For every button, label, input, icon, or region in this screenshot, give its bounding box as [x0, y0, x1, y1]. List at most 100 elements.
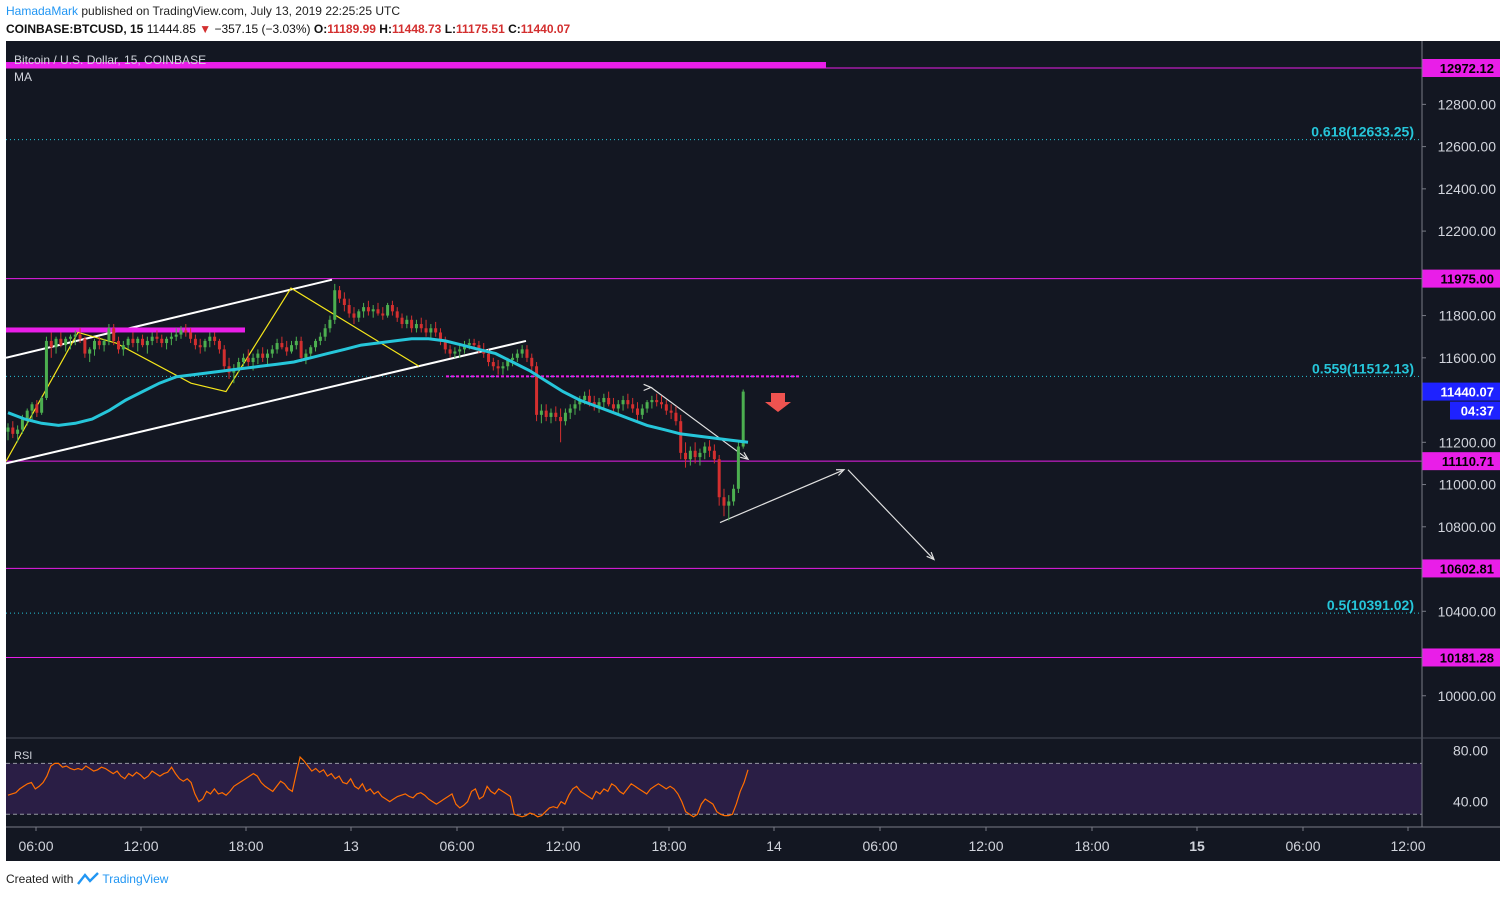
candle-body [410, 319, 414, 329]
candle-body [487, 353, 491, 363]
bounce-arrow [719, 469, 845, 524]
candle-body [650, 400, 654, 403]
candle-body [11, 427, 15, 434]
candle-body [35, 404, 39, 413]
candle-body [453, 351, 457, 354]
candle-body [631, 404, 635, 409]
candle-body [131, 338, 135, 344]
candle-body [265, 353, 269, 358]
candle-body [222, 349, 226, 367]
price-tick-label: 12400.00 [1438, 181, 1497, 197]
price-tick-label: 12800.00 [1438, 96, 1497, 112]
candle-body [640, 408, 644, 415]
candle-body [491, 362, 495, 367]
target-arrow-head [926, 551, 936, 561]
time-tick-label: 12:00 [968, 838, 1003, 854]
candle-body [477, 345, 481, 350]
time-tick-label: 15 [1189, 838, 1205, 854]
channel-lower-line [5, 339, 527, 465]
candle-body [290, 345, 294, 352]
candle-body [496, 366, 500, 369]
candle-body [727, 501, 731, 506]
tradingview-link[interactable]: TradingView [77, 872, 168, 886]
candle-body [438, 332, 442, 341]
candle-body [141, 338, 145, 346]
tradingview-brand: TradingView [102, 872, 169, 886]
level-price-label: 11110.71 [1442, 454, 1494, 469]
rsi-legend: RSI [14, 750, 32, 762]
candle-body [544, 410, 548, 417]
rsi-tick-label: 80.00 [1453, 743, 1488, 759]
candle-body [597, 402, 601, 407]
drop-arrow [650, 386, 749, 460]
candle-body [400, 317, 404, 325]
price-chart[interactable]: 12972.12 11975.00 11110.71 10602.81 10181.28… [5, 41, 1500, 861]
candle-body [684, 452, 688, 460]
moving-average-line [7, 337, 749, 444]
author-link[interactable]: HamadaMark [6, 4, 79, 18]
level-price-label: 11975.00 [1440, 272, 1494, 287]
fib-level-label: 0.5(10391.02) [1327, 597, 1414, 613]
price-tick-label: 11000.00 [1439, 477, 1497, 493]
candle-body [635, 408, 639, 415]
candle-body [198, 345, 202, 348]
candle-body [448, 349, 452, 354]
time-tick-label: 12:00 [1390, 838, 1425, 854]
zigzag-pattern [5, 287, 420, 462]
down-arrow-icon [765, 393, 791, 412]
high-value: 11448.73 [391, 22, 442, 36]
candle-body [160, 338, 164, 344]
candle-body [621, 400, 625, 405]
candle-body [261, 353, 265, 358]
footer: Created with TradingView [6, 872, 168, 886]
candle-body [712, 450, 716, 460]
candle-body [602, 397, 606, 403]
low-value: 11175.51 [456, 22, 505, 36]
candle-body [16, 429, 20, 434]
candle-body [193, 338, 197, 346]
candle-body [333, 290, 337, 320]
candle-body [722, 497, 726, 506]
fib-level-label: 0.559(11512.13) [1312, 360, 1414, 376]
candle-body [434, 328, 438, 333]
close-value: 11440.07 [520, 22, 571, 36]
drop-arrow-head [740, 452, 750, 461]
candle-body [338, 290, 342, 299]
level-price-tag [1422, 59, 1500, 78]
time-tick-label: 06:00 [1285, 838, 1320, 854]
chart-background [6, 41, 1500, 861]
open-value: 11189.99 [327, 22, 376, 36]
candle-body [424, 328, 428, 333]
candle-body [568, 408, 572, 413]
close-label: C: [508, 22, 521, 36]
chart-container[interactable]: 12972.12 11975.00 11110.71 10602.81 10181.28… [5, 41, 1500, 861]
candle-body [256, 353, 260, 358]
candle-body [136, 338, 140, 344]
level-price-tag [1422, 269, 1500, 288]
candle-body [88, 349, 92, 354]
candle-body [587, 395, 591, 403]
countdown-label: 04:37 [1461, 404, 1494, 419]
candle-body [68, 336, 72, 339]
top-zone-bar [6, 62, 826, 69]
axis-layer: 12800.00 12600.00 12400.00 12200.00 11800.00… [6, 41, 1500, 854]
candle-body [126, 338, 130, 346]
candle-body [150, 336, 154, 341]
candle-body [304, 353, 308, 358]
candle-body [578, 400, 582, 405]
candle-body [121, 345, 125, 350]
candle-body [342, 298, 346, 306]
candle-body [693, 450, 697, 458]
candle-body [251, 357, 255, 363]
low-label: L: [444, 22, 457, 36]
candle-body [414, 324, 418, 329]
candle-body [107, 328, 111, 341]
candle-body [549, 412, 553, 417]
target-arrow [847, 469, 935, 560]
candle-body [655, 400, 659, 403]
price-tick-label: 12600.00 [1438, 139, 1497, 155]
candle-body [530, 357, 534, 367]
candle-body [314, 340, 318, 348]
candle-body [299, 340, 303, 358]
candle-body [390, 305, 394, 312]
